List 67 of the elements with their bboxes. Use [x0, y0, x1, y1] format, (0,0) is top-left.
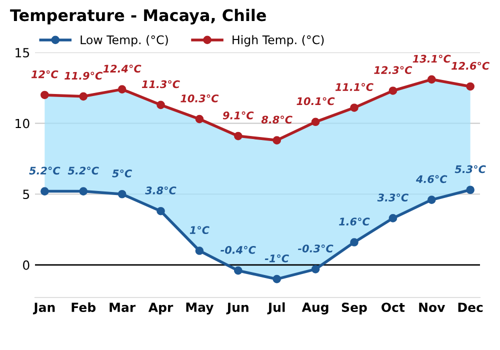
y-tick-label: 15 — [16, 48, 30, 58]
point — [40, 90, 49, 100]
chart-title: Temperature - Macaya, Chile — [10, 8, 266, 24]
y-tick-label: 10 — [16, 118, 30, 128]
x-tick-label: Jan — [32, 302, 55, 314]
y-tick-label: 0 — [23, 260, 30, 270]
point — [79, 92, 88, 101]
data-label: 1°C — [190, 226, 210, 234]
data-label: 10.1°C — [296, 97, 335, 106]
x-tick-label: Feb — [72, 302, 96, 312]
data-label: -0.3°C — [298, 244, 334, 252]
data-label: 12.4°C — [103, 64, 142, 73]
x-tick-label: Apr — [148, 302, 174, 314]
x-tick-label: Nov — [419, 302, 446, 312]
data-label: 12.6°C — [451, 62, 490, 70]
point — [388, 86, 398, 95]
x-tick-label: Jul — [267, 302, 285, 314]
data-label: -0.4°C — [220, 246, 256, 254]
data-label: 5.2°C — [68, 166, 99, 175]
point — [156, 206, 165, 216]
x-tick-label: Jun — [226, 302, 248, 314]
data-label: 12°C — [31, 70, 58, 78]
point — [466, 186, 474, 194]
data-label: 4.6°C — [416, 175, 448, 184]
point — [234, 266, 242, 275]
point — [40, 187, 49, 196]
data-label: 3.8°C — [145, 186, 176, 194]
point — [156, 100, 165, 110]
point — [427, 196, 436, 204]
data-label: 10.3°C — [180, 94, 219, 102]
point — [350, 238, 358, 246]
data-label: 12.3°C — [374, 66, 412, 74]
point — [118, 85, 126, 94]
point — [427, 75, 436, 84]
point — [350, 104, 358, 112]
point — [195, 114, 204, 124]
x-tick-label: May — [186, 302, 214, 314]
data-label: 8.8°C — [261, 116, 292, 124]
x-tick-label: Sep — [342, 302, 367, 314]
data-label: 13.1°C — [412, 54, 451, 63]
data-label: 11.9°C — [64, 72, 103, 80]
point — [272, 136, 282, 144]
x-tick-label: Oct — [382, 302, 405, 312]
point — [466, 82, 474, 91]
point — [79, 187, 88, 196]
point — [118, 190, 126, 198]
data-label: 11.3°C — [142, 80, 180, 88]
legend-label: High Temp. (°C) — [232, 35, 324, 47]
point — [311, 118, 320, 126]
data-label: 5.3°C — [454, 165, 486, 174]
data-label: 5.2°C — [29, 166, 60, 175]
x-tick-label: Dec — [458, 302, 483, 312]
point — [272, 274, 282, 284]
data-label: 11.1°C — [335, 83, 374, 92]
data-label: 1.6°C — [339, 218, 370, 226]
data-label: -1°C — [264, 254, 289, 262]
point — [388, 214, 398, 222]
legend-label: Low Temp. (°C) — [80, 35, 168, 47]
data-label: 3.3°C — [377, 194, 408, 202]
x-tick-label: Aug — [302, 302, 328, 314]
point — [195, 246, 204, 255]
data-label: 9.1°C — [222, 111, 254, 120]
y-tick-label: 5 — [23, 190, 30, 200]
data-label: 5°C — [112, 169, 132, 178]
x-tick-label: Mar — [110, 302, 136, 312]
point — [311, 265, 320, 274]
point — [234, 132, 242, 140]
